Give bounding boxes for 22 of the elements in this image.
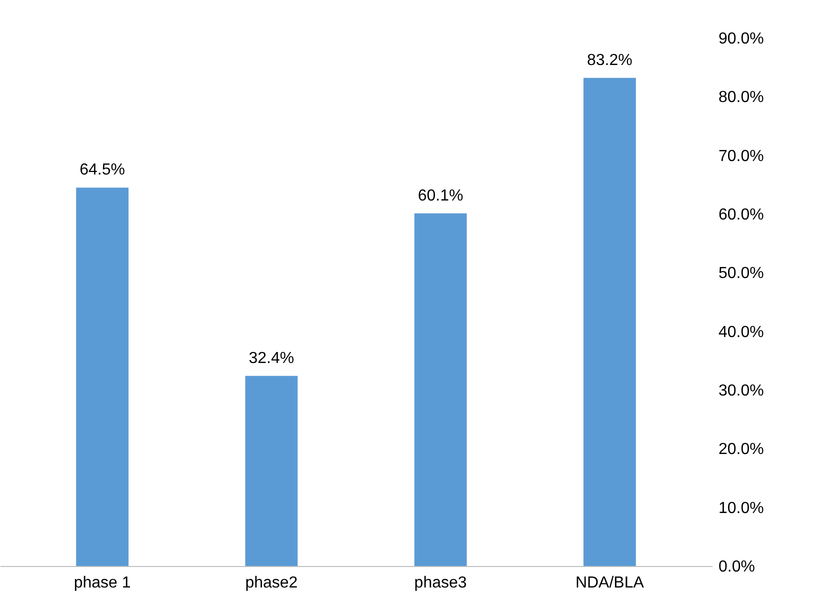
x-tick-label: phase 1 <box>74 574 131 592</box>
y-tick-label: 70.0% <box>718 148 764 165</box>
bar <box>245 376 298 566</box>
y-tick-label: 10.0% <box>718 500 764 517</box>
y-tick-label: 80.0% <box>718 89 764 106</box>
bar <box>583 78 636 566</box>
x-tick-label: NDA/BLA <box>575 574 644 592</box>
y-tick-label: 30.0% <box>718 382 764 400</box>
y-tick-label: 0.0% <box>718 558 755 576</box>
bar <box>76 188 129 566</box>
data-label: 60.1% <box>418 187 464 204</box>
y-tick-label: 50.0% <box>718 265 764 282</box>
x-tick-label: phase2 <box>245 574 298 592</box>
y-tick-label: 60.0% <box>718 206 764 224</box>
y-tick-label: 20.0% <box>718 441 764 458</box>
y-tick-label: 40.0% <box>718 324 764 341</box>
data-label: 64.5% <box>80 162 126 179</box>
bar <box>414 213 467 566</box>
x-tick-label: phase3 <box>414 574 467 592</box>
y-tick-label: 90.0% <box>718 30 764 48</box>
data-label: 83.2% <box>586 52 632 69</box>
data-label: 32.4% <box>248 350 294 367</box>
